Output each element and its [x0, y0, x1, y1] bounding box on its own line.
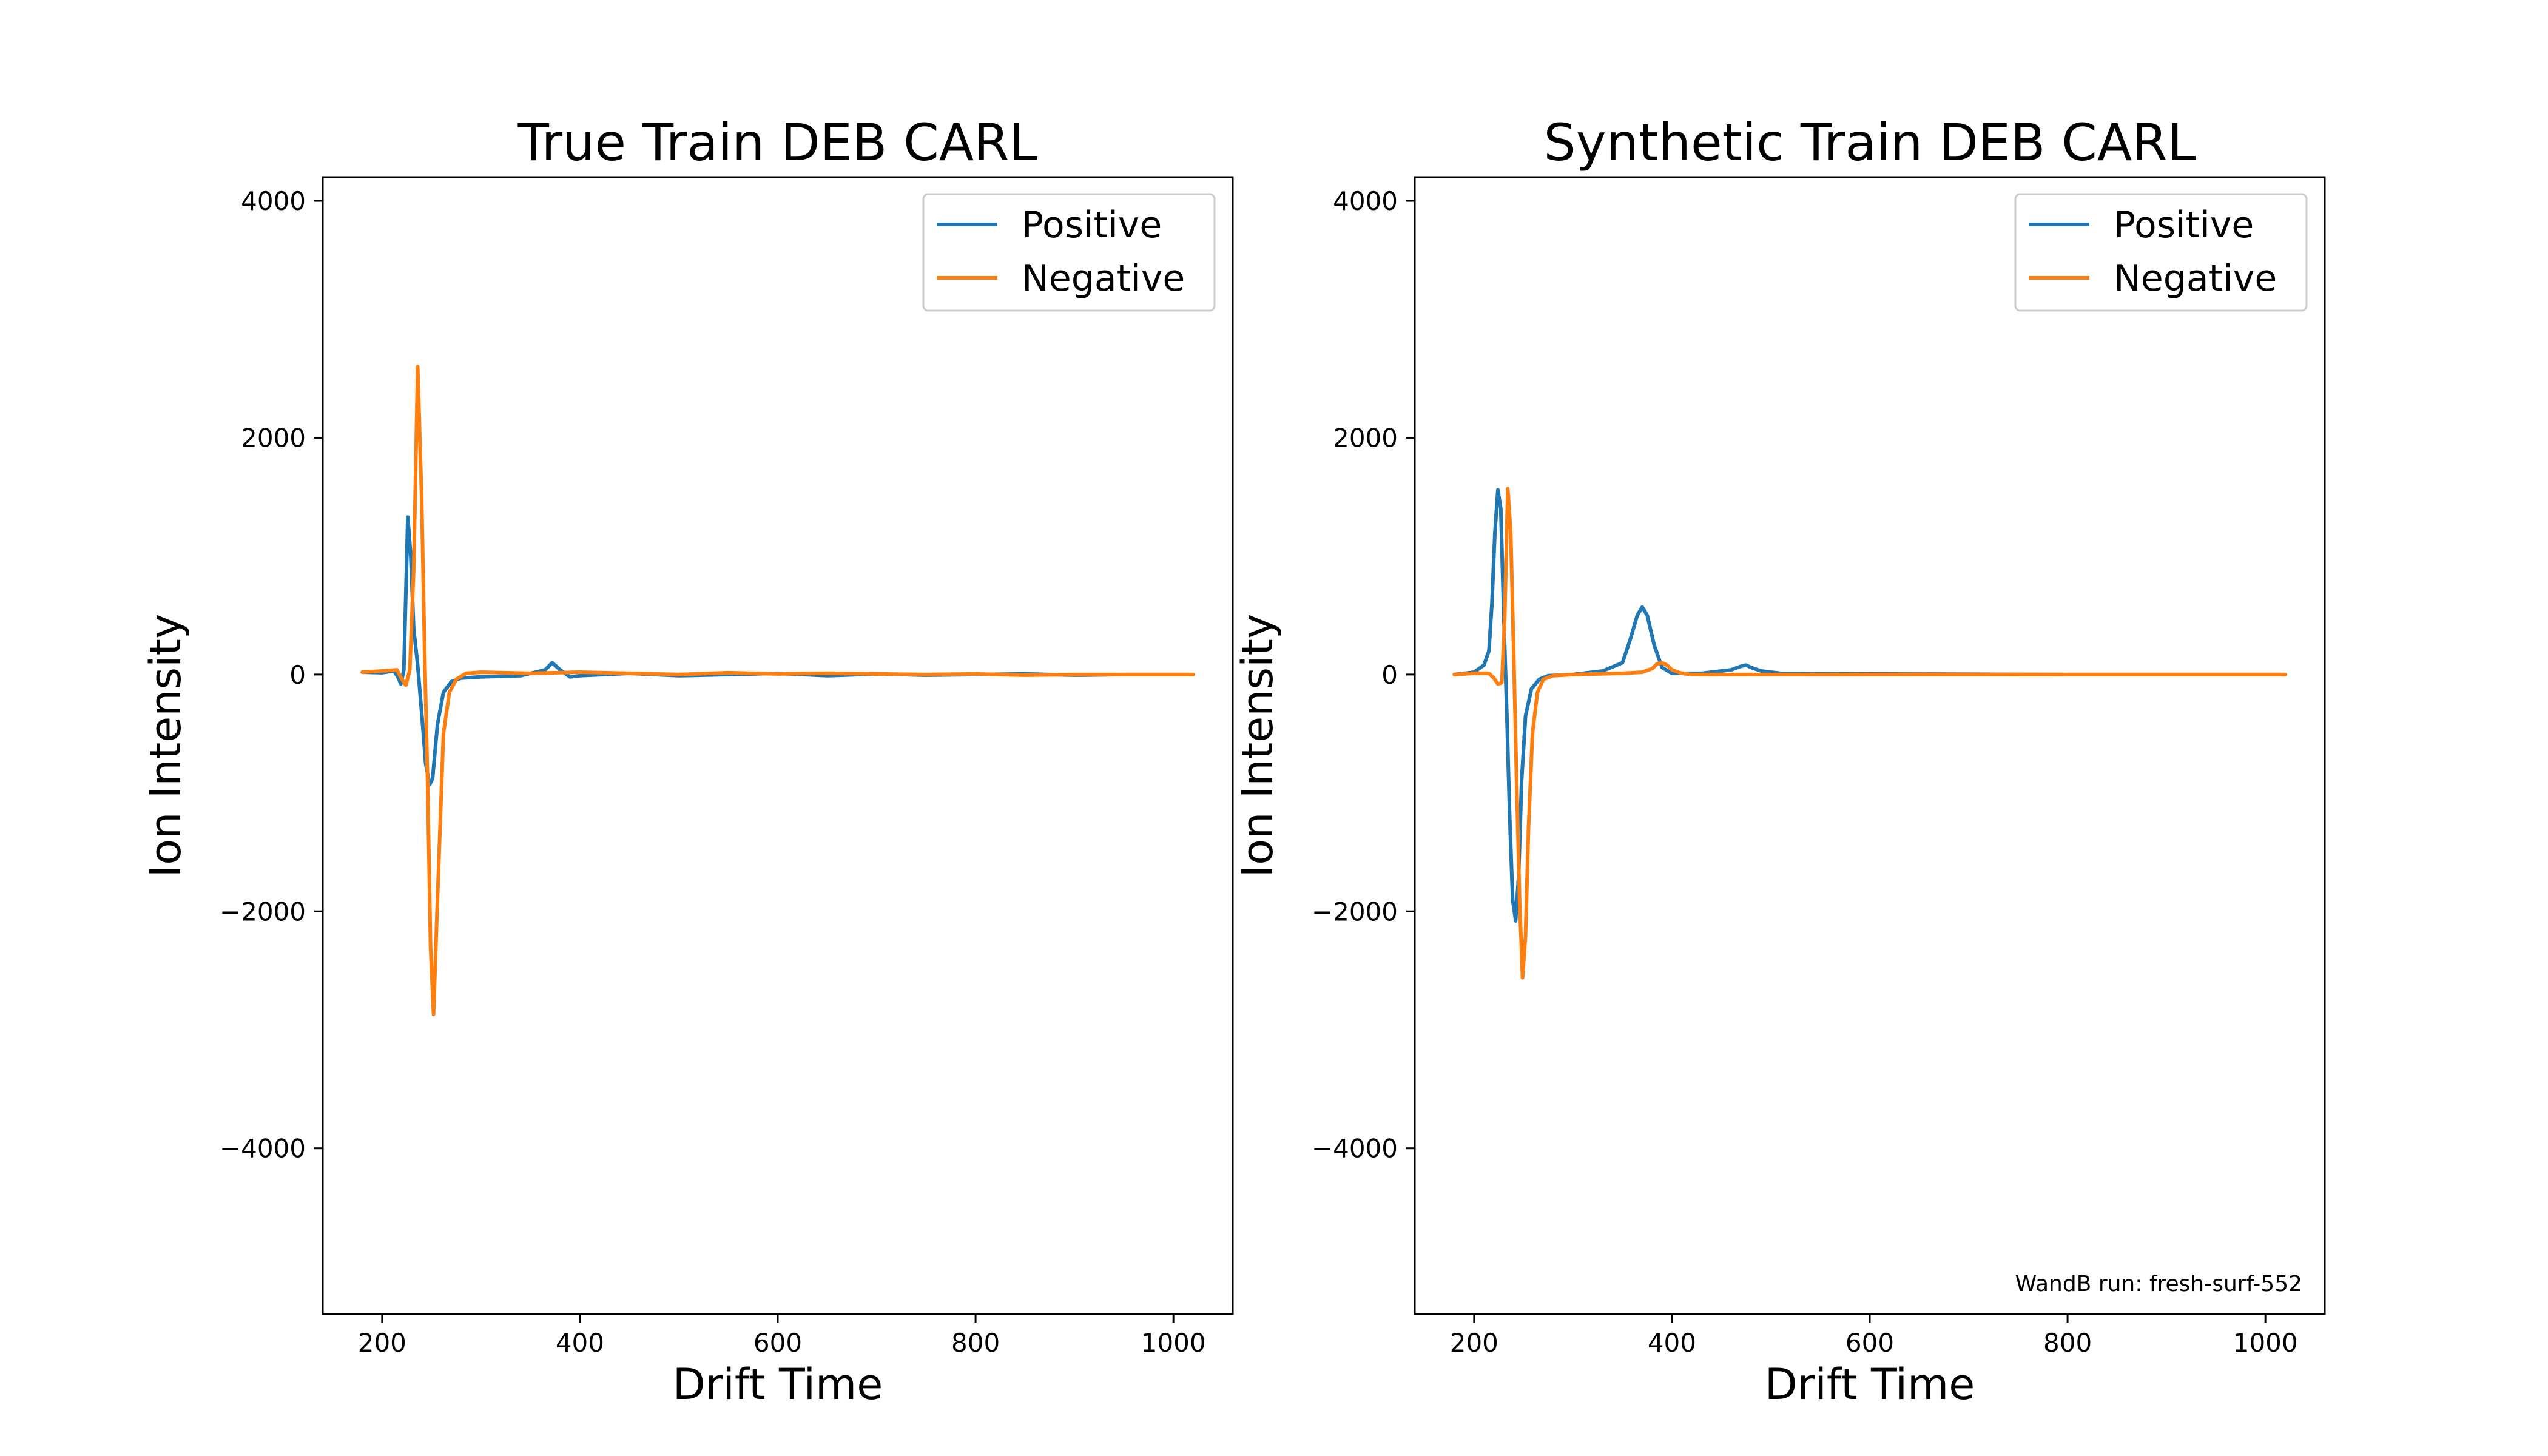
y-tick-label: 0 — [289, 660, 306, 690]
x-tick-label: 800 — [951, 1328, 1000, 1358]
x-tick-label: 200 — [358, 1328, 406, 1358]
y-tick-label: −2000 — [220, 897, 306, 926]
x-tick-label: 200 — [1450, 1328, 1498, 1358]
y-tick-label: 4000 — [241, 186, 306, 216]
x-tick-label: 400 — [1648, 1328, 1696, 1358]
x-tick-label: 400 — [556, 1328, 604, 1358]
x-tick-label: 1000 — [2233, 1328, 2298, 1358]
y-tick-label: 0 — [1381, 660, 1398, 690]
y-tick-label: −4000 — [220, 1134, 306, 1164]
x-tick-label: 600 — [753, 1328, 802, 1358]
x-tick-label: 800 — [2043, 1328, 2092, 1358]
x-tick-label: 600 — [1845, 1328, 1894, 1358]
y-tick-label: −2000 — [1312, 897, 1398, 926]
y-tick-label: −4000 — [1312, 1134, 1398, 1164]
legend-label-negative: Negative — [2114, 257, 2277, 300]
legend-label-positive: Positive — [1022, 204, 1162, 246]
y-axis-label: Ion Intensity — [141, 614, 190, 878]
y-tick-label: 2000 — [1333, 423, 1398, 453]
x-axis-label: Drift Time — [1765, 1360, 1975, 1409]
series-line-negative — [360, 365, 1195, 1017]
x-tick-label: 1000 — [1141, 1328, 1206, 1358]
legend-label-positive: Positive — [2114, 204, 2254, 246]
y-tick-label: 4000 — [1333, 186, 1398, 216]
series-line-negative — [1452, 487, 2287, 980]
legend-label-negative: Negative — [1022, 257, 1185, 300]
chart-title: True Train DEB CARL — [517, 113, 1038, 172]
chart-title: Synthetic Train DEB CARL — [1544, 113, 2196, 172]
wandb-run-annotation: WandB run: fresh-surf-552 — [2015, 1272, 2302, 1296]
y-axis-label: Ion Intensity — [1233, 614, 1282, 878]
x-axis-label: Drift Time — [673, 1360, 883, 1409]
y-tick-label: 2000 — [241, 423, 306, 453]
